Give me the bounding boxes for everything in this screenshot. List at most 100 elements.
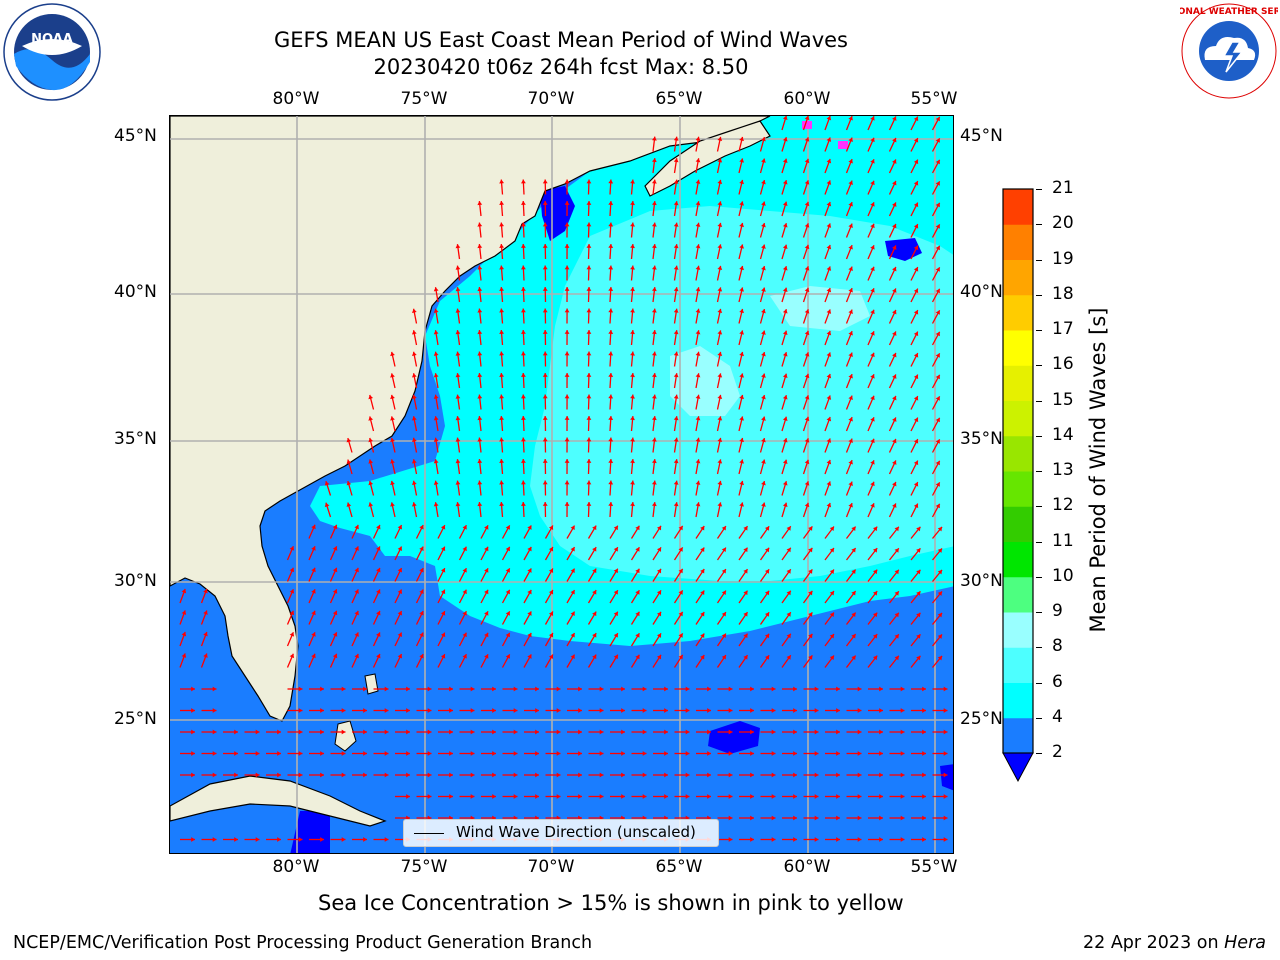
wave-direction-arrowhead bbox=[433, 330, 439, 335]
colorbar-tick-mark bbox=[1036, 682, 1042, 684]
wave-direction-arrowhead bbox=[277, 837, 281, 842]
wave-direction-arrowhead bbox=[922, 837, 926, 842]
wave-direction-arrowhead bbox=[440, 546, 446, 552]
wave-direction-arrowhead bbox=[324, 481, 330, 486]
wave-direction-arrowhead bbox=[289, 567, 295, 573]
wave-direction-arrowhead bbox=[695, 437, 701, 442]
wave-direction-arrowhead bbox=[462, 611, 467, 616]
wave-direction-arrowhead bbox=[470, 772, 475, 778]
wave-direction-arrowhead bbox=[814, 729, 819, 735]
wave-direction-arrowhead bbox=[570, 547, 575, 552]
wave-direction-arrowhead bbox=[804, 481, 810, 486]
wave-direction-arrowhead bbox=[564, 351, 570, 356]
wave-direction-arrowhead bbox=[592, 654, 597, 660]
wave-direction-arrowhead bbox=[761, 158, 766, 163]
wave-direction-arrowhead bbox=[678, 568, 683, 574]
wave-direction-arrowhead bbox=[808, 569, 813, 574]
wave-direction-arrowhead bbox=[793, 708, 797, 713]
wave-direction-arrowhead bbox=[739, 158, 744, 163]
land-bahamas bbox=[334, 720, 357, 752]
wave-direction-arrowhead bbox=[870, 417, 875, 422]
wave-direction-arrowhead bbox=[826, 244, 832, 250]
wave-direction-arrowhead bbox=[289, 589, 295, 594]
wave-direction-arrowhead bbox=[673, 459, 679, 464]
wave-direction-arrowhead bbox=[695, 158, 701, 163]
colorbar-tick-mark bbox=[1036, 717, 1042, 719]
wave-direction-arrowhead bbox=[892, 180, 897, 186]
wave-direction-arrowhead bbox=[721, 547, 726, 553]
wave-direction-arrowhead bbox=[836, 686, 840, 692]
lon-label-bottom-60w: 60°W bbox=[783, 857, 831, 877]
wave-direction-arrowhead bbox=[320, 837, 324, 842]
wave-direction-arrowhead bbox=[872, 569, 878, 575]
wind-wave-direction-arrows bbox=[179, 116, 948, 842]
colorbar-tick-label: 10 bbox=[1052, 565, 1074, 586]
wave-direction-arrowhead bbox=[695, 201, 701, 206]
wave-direction-arrowhead bbox=[320, 708, 324, 713]
wave-direction-arrowhead bbox=[793, 794, 797, 799]
wave-direction-arrowhead bbox=[922, 772, 926, 778]
wave-direction-arrowhead bbox=[743, 590, 748, 596]
wave-direction-arrowhead bbox=[771, 772, 776, 778]
wave-direction-arrowhead bbox=[440, 525, 446, 530]
legend-line-sample bbox=[414, 833, 444, 834]
wave-direction-arrowhead bbox=[477, 244, 483, 249]
wave-direction-arrowhead bbox=[564, 222, 570, 227]
wave-direction-arrowhead bbox=[717, 287, 723, 292]
wave-direction-arrowhead bbox=[354, 653, 359, 659]
wave-direction-arrowhead bbox=[354, 524, 359, 530]
colorbar-tick-label: 17 bbox=[1052, 319, 1074, 339]
wave-direction-arrowhead bbox=[870, 223, 875, 229]
wave-direction-arrowhead bbox=[586, 265, 592, 270]
wave-direction-arrowhead bbox=[900, 729, 905, 735]
wave-direction-arrowhead bbox=[651, 480, 657, 485]
wave-direction-arrowhead bbox=[750, 794, 754, 799]
wave-direction-arrowhead bbox=[826, 459, 832, 465]
wave-direction-arrowhead bbox=[782, 201, 788, 206]
wave-direction-arrowhead bbox=[761, 223, 766, 228]
colorbar-segment bbox=[1003, 576, 1033, 613]
wave-direction-arrowhead bbox=[411, 308, 417, 313]
wave-direction-arrowhead bbox=[743, 612, 748, 617]
wave-direction-arrowhead bbox=[782, 416, 788, 421]
wave-direction-arrowhead bbox=[449, 751, 453, 756]
wave-direction-arrowhead bbox=[870, 309, 875, 315]
wave-direction-arrowhead bbox=[255, 751, 260, 756]
wave-direction-arrowhead bbox=[782, 373, 788, 378]
wave-direction-arrowhead bbox=[761, 180, 766, 185]
wave-direction-arrowhead bbox=[556, 751, 561, 756]
wave-direction-arrowhead bbox=[651, 394, 657, 399]
wave-direction-arrowhead bbox=[826, 223, 832, 228]
wave-direction-arrowhead bbox=[804, 416, 810, 422]
wave-direction-arrowhead bbox=[829, 612, 834, 617]
wave-direction-arrowhead bbox=[664, 772, 668, 778]
wave-direction-arrowhead bbox=[695, 373, 701, 378]
wave-direction-arrowhead bbox=[433, 308, 439, 313]
wave-direction-arrowhead bbox=[739, 244, 744, 249]
wave-direction-arrowhead bbox=[277, 772, 281, 778]
wave-direction-arrowhead bbox=[913, 159, 919, 165]
wave-direction-arrowhead bbox=[913, 439, 919, 444]
wave-direction-arrowhead bbox=[455, 308, 461, 313]
wave-direction-arrowhead bbox=[814, 815, 819, 821]
wave-direction-arrowhead bbox=[586, 416, 592, 420]
wave-direction-arrowhead bbox=[191, 772, 195, 778]
lat-label-left-40n: 40°N bbox=[114, 282, 157, 302]
lat-label-right-45n: 45°N bbox=[960, 126, 1003, 146]
wave-direction-arrowhead bbox=[913, 267, 919, 272]
wave-direction-arrowhead bbox=[332, 524, 338, 530]
wave-direction-arrowhead bbox=[613, 568, 618, 574]
wave-direction-arrowhead bbox=[764, 612, 770, 617]
wave-direction-arrowhead bbox=[808, 547, 813, 553]
wave-direction-arrowhead bbox=[717, 437, 723, 443]
wave-direction-arrowhead bbox=[826, 352, 832, 357]
wave-direction-arrowhead bbox=[521, 222, 526, 227]
colorbar-tick-label: 4 bbox=[1052, 706, 1063, 727]
wave-direction-arrowhead bbox=[477, 416, 483, 421]
wave-direction-arrowhead bbox=[613, 611, 618, 617]
wave-direction-arrowhead bbox=[872, 655, 878, 661]
wave-direction-arrowhead bbox=[782, 481, 788, 486]
wave-direction-arrowhead bbox=[937, 569, 943, 575]
wave-direction-arrowhead bbox=[548, 611, 554, 616]
wave-direction-arrowhead bbox=[872, 526, 878, 532]
